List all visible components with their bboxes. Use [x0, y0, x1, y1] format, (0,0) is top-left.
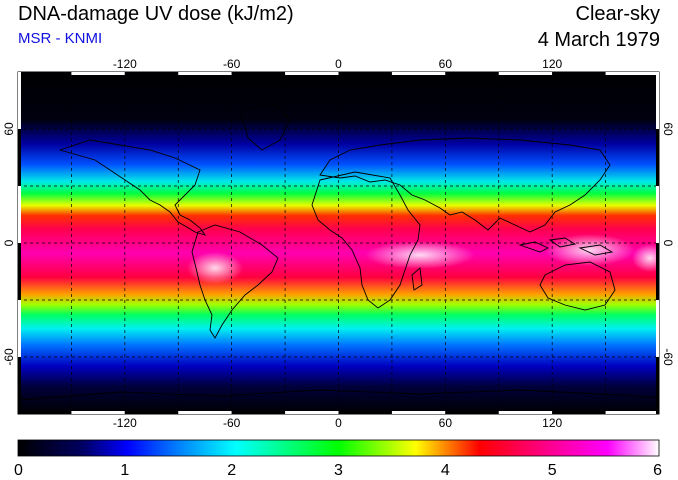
lat-tick-label-left: -60 [2, 348, 16, 366]
lat-tick-label-left: 60 [2, 122, 16, 136]
lat-tick-label-left: 0 [2, 239, 16, 246]
colorbar-tick-label: 3 [334, 462, 343, 479]
lon-axis-bottom: -120 -60 0 60 120 [113, 416, 563, 430]
colorbar-tick-label: 6 [653, 462, 662, 479]
source-label: MSR - KNMI [18, 30, 103, 47]
lon-tick-label-top: 120 [542, 57, 562, 71]
lon-tick-label-top: -120 [113, 57, 137, 71]
graticule [18, 72, 659, 414]
colorbar-tick-label: 1 [120, 462, 129, 479]
colorbar-tick-label: 0 [14, 462, 23, 479]
lon-tick-label-bottom: -120 [113, 416, 137, 430]
madagascar-coast [411, 267, 423, 291]
greenland-coast [239, 104, 291, 151]
map-title: DNA-damage UV dose (kJ/m2) [18, 3, 294, 25]
lon-tick-label-top: 0 [335, 57, 342, 71]
sky-type-label: Clear-sky [575, 3, 660, 25]
frame-ticks [18, 72, 659, 414]
lon-tick-label-bottom: 120 [542, 416, 562, 430]
australia-coast [539, 261, 616, 311]
lon-axis-top: -120 -60 0 60 120 [113, 57, 563, 71]
north-america-coast [58, 139, 207, 236]
dose-hotspots [187, 234, 659, 284]
date-label: 4 March 1979 [537, 29, 660, 51]
colorbar [17, 439, 660, 457]
lat-tick-label-right: -60 [661, 348, 675, 366]
antarctica-coast [19, 389, 659, 401]
lat-axis-right: 60 0 -60 [661, 122, 675, 366]
lon-tick-label-bottom: 60 [439, 416, 453, 430]
lon-tick-label-bottom: -60 [223, 416, 241, 430]
colorbar-labels: 0 1 2 3 4 5 6 [14, 462, 662, 479]
colorbar-tick-label: 2 [227, 462, 236, 479]
lat-axis-left: 60 0 -60 [2, 122, 16, 366]
colorbar-tick-label: 4 [441, 462, 450, 479]
eurasia-coast [319, 137, 611, 233]
colorbar-tick-label: 5 [548, 462, 557, 479]
lon-tick-label-top: -60 [223, 57, 241, 71]
lat-tick-label-right: 60 [661, 122, 675, 136]
lat-tick-label-right: 0 [661, 240, 675, 247]
lon-tick-label-top: 60 [439, 57, 453, 71]
lon-tick-label-bottom: 0 [335, 416, 342, 430]
